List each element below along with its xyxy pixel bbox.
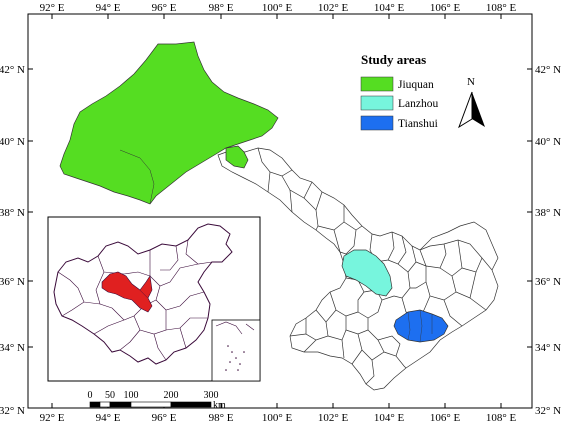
left-lat-labels: 42° N 40° N 38° N 36° N 34° N 32° N [0, 64, 25, 417]
bottom-lon-labels: 92° E 94° E 96° E 98° E 100° E 102° E 10… [40, 412, 517, 424]
legend-label-tianshui: Tianshui [398, 118, 438, 130]
gansu-highlight-east [139, 275, 153, 299]
legend-swatch-jiuquan [360, 76, 394, 92]
inset-china-map [47, 216, 261, 382]
top-lon-label: 102° E [318, 2, 349, 14]
south-china-sea-islands [225, 345, 245, 371]
left-lat-label: 40° N [0, 136, 25, 148]
bottom-lon-label: 92° E [40, 412, 65, 424]
bottom-lon-label: 108° E [486, 412, 517, 424]
jiuquan-internal-boundary [119, 149, 155, 205]
left-lat-label: 34° N [0, 342, 25, 354]
right-lat-label: 36° N [535, 276, 561, 288]
scale-tick-label: 200 [164, 390, 179, 401]
top-lon-label: 92° E [40, 2, 65, 14]
scale-tick-label: 300 [204, 390, 219, 401]
bottom-lon-label: 106° E [430, 412, 461, 424]
legend-swatch-lanzhou [360, 95, 394, 111]
right-lat-label: 42° N [535, 64, 561, 76]
bottom-lon-label: 100° E [262, 412, 293, 424]
right-lat-label: 40° N [535, 136, 561, 148]
top-lon-label: 108° E [486, 2, 517, 14]
right-lat-label: 38° N [535, 207, 561, 219]
top-lon-labels: 92° E 94° E 96° E 98° E 100° E 102° E 10… [40, 2, 517, 14]
right-lat-label: 34° N [535, 342, 561, 354]
scale-unit: km [213, 400, 226, 411]
legend-title: Study areas [361, 52, 426, 67]
lat-tick-marks [28, 68, 532, 348]
top-lon-label: 94° E [96, 2, 121, 14]
south-china-sea-inset [211, 319, 261, 382]
scale-tick-label: 100 [124, 390, 139, 401]
top-lon-label: 98° E [209, 2, 234, 14]
south-china-sea-coast [215, 321, 255, 335]
scale-tick-label: 0 [88, 390, 93, 401]
bottom-lon-label: 96° E [152, 412, 177, 424]
north-arrow-icon: N [458, 76, 485, 129]
bottom-lon-label: 98° E [209, 412, 234, 424]
legend: Study areas Jiuquan Lanzhou Tianshui [360, 52, 438, 131]
top-lon-label: 100° E [262, 2, 293, 14]
scale-tick-label: 50 [105, 390, 115, 401]
lanzhou-region [341, 249, 393, 297]
gansu-highlight [101, 271, 153, 313]
bottom-lon-label: 102° E [318, 412, 349, 424]
tianshui-internal-boundary [407, 309, 433, 343]
jiuquan-region [59, 41, 279, 205]
jiuquan-east-pocket [225, 145, 249, 169]
top-lon-label: 106° E [430, 2, 461, 14]
right-lat-labels: 42° N 40° N 38° N 36° N 34° N 32° N [535, 64, 561, 417]
left-lat-label: 36° N [0, 276, 25, 288]
left-lat-label: 42° N [0, 64, 25, 76]
north-arrow-letter: N [467, 76, 475, 88]
right-lat-label: 32° N [535, 405, 561, 417]
bottom-lon-label: 104° E [374, 412, 405, 424]
bottom-lon-label: 94° E [96, 412, 121, 424]
top-lon-label: 104° E [374, 2, 405, 14]
china-province-lines [57, 239, 213, 361]
legend-label-lanzhou: Lanzhou [398, 98, 438, 110]
scale-bar: 0 50 100 200 300 km [88, 390, 227, 411]
legend-swatch-tianshui [360, 115, 394, 131]
legend-label-jiuquan: Jiuquan [398, 79, 434, 91]
left-lat-label: 38° N [0, 207, 25, 219]
left-lat-label: 32° N [0, 405, 25, 417]
top-lon-label: 96° E [152, 2, 177, 14]
